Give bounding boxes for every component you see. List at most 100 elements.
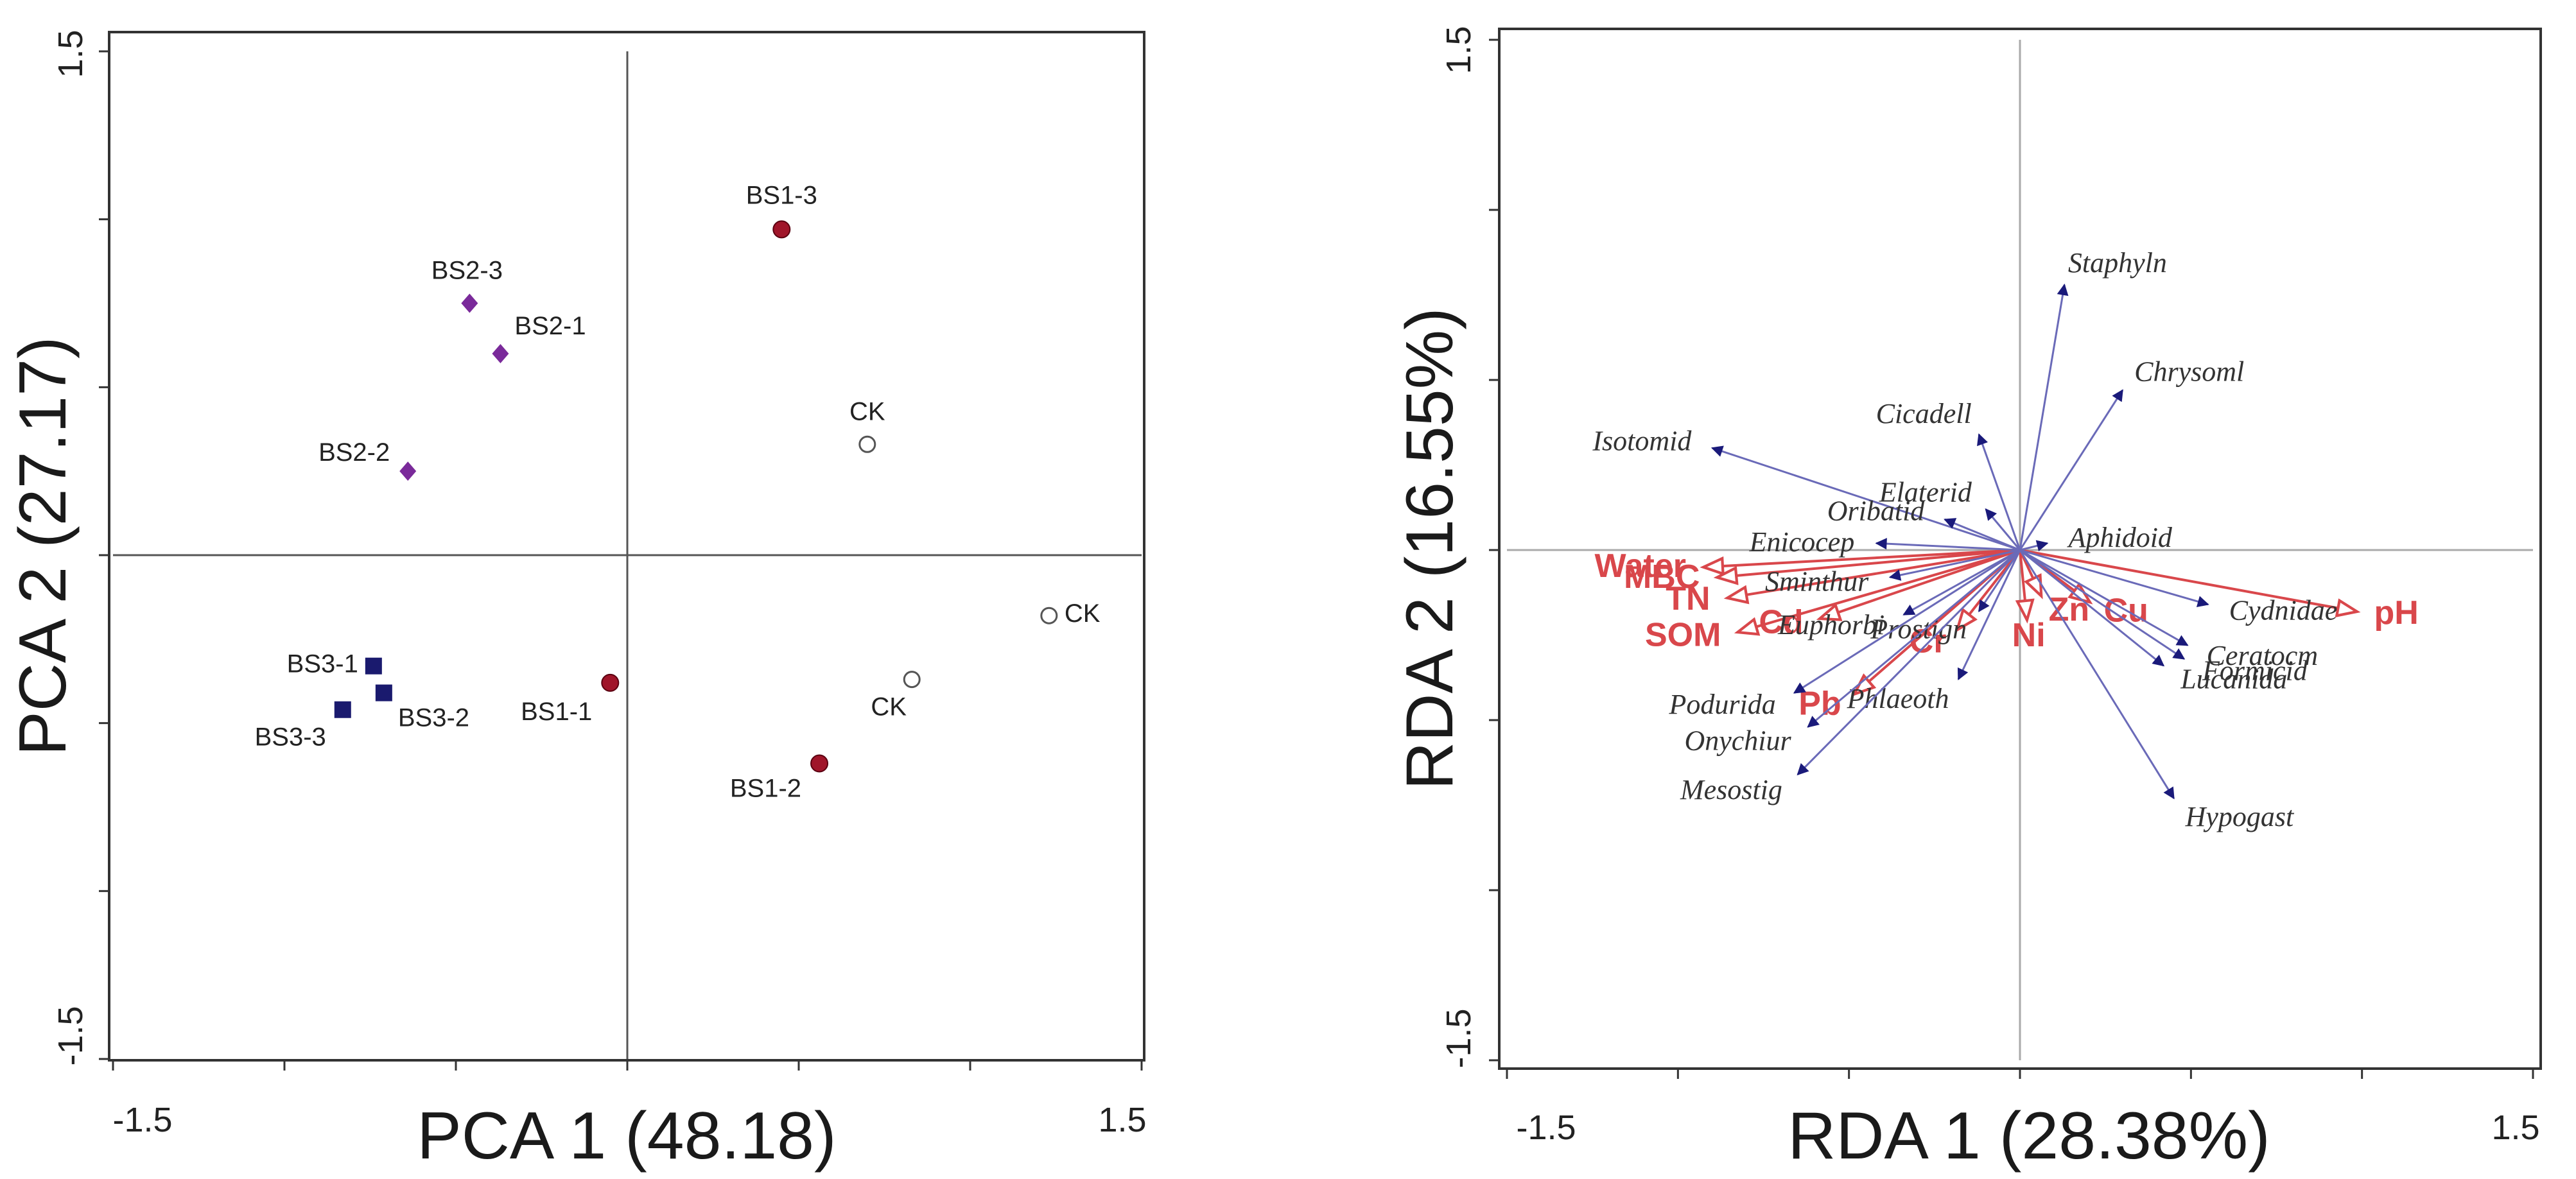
rda-species-arrow-Phlaeoth <box>1957 549 2021 681</box>
rda-species-label: Oribatid <box>1827 495 1926 526</box>
pca-point-BS3-2 <box>375 684 392 701</box>
rda-species-label: Mesostig <box>1680 774 1782 805</box>
rda-species-arrow-Elaterid <box>1985 508 2021 551</box>
rda-species-label: Formicid <box>2202 655 2308 686</box>
pca-point-BS3-3 <box>334 701 351 718</box>
rda-environment-vectors: WaterMBCTNSOMCdPbCrNiZnCupH <box>1594 547 2418 722</box>
rda-env-label: Cd <box>1759 604 1803 641</box>
rda-env-label: Ni <box>2012 617 2046 654</box>
rda-env-arrow-Water <box>1705 549 2021 567</box>
pca-point-BS3-1 <box>365 657 382 675</box>
rda-species-arrow-Formicid <box>2019 549 2186 660</box>
rda-species-arrow-Chrysoml <box>2019 389 2124 551</box>
rda-env-arrow-Zn <box>2019 549 2041 594</box>
rda-species-label: Chrysoml <box>2134 356 2244 387</box>
rda-y-tick-label-max: 1.5 <box>1440 26 1478 74</box>
pca-point-label: BS3-3 <box>255 723 326 752</box>
pca-point-CK <box>1040 607 1058 624</box>
pca-point-label: BS1-1 <box>521 698 592 726</box>
pca-point-BS2-2 <box>399 461 417 481</box>
pca-points: CK CK CK BS1-3 BS1-1 BS1-2 BS2-3 BS2-1 BS2-2 BS3-… <box>255 181 1101 802</box>
rda-env-arrow-Cr <box>1958 549 2021 628</box>
pca-point-label: BS1-3 <box>746 181 817 209</box>
rda-species-label: Elaterid <box>1879 476 1972 508</box>
pca-zero-lines <box>113 51 1142 1059</box>
rda-env-arrow-MBC <box>1719 549 2021 577</box>
rda-species-label: Onychiur <box>1684 725 1791 756</box>
pca-point-BS2-3 <box>461 293 478 313</box>
pca-point-CK <box>858 435 876 453</box>
rda-species-label: Staphyln <box>2068 247 2167 279</box>
rda-species-label: Isotomid <box>1592 425 1692 456</box>
pca-y-axis-title: PCA 2 (27.17) <box>6 336 80 755</box>
rda-species-arrow-Enicocep <box>1875 538 2021 551</box>
pca-point-BS1-1 <box>601 673 620 692</box>
rda-axis-ticks <box>1489 39 2534 1079</box>
pca-point-label: BS2-1 <box>514 312 586 340</box>
rda-species-arrow-Cydnidae <box>2019 549 2209 607</box>
rda-env-arrow-SOM <box>1739 549 2021 632</box>
pca-x-tick-label-min: -1.5 <box>112 1101 172 1139</box>
rda-env-label: Water <box>1594 547 1686 585</box>
pca-point-label: BS3-2 <box>398 704 469 732</box>
rda-species-arrow-Podurida <box>1793 549 2021 694</box>
rda-env-label: SOM <box>1645 617 1721 654</box>
rda-biplot-panel: WaterMBCTNSOMCdPbCrNiZnCupH StaphylnChry… <box>1393 26 2542 1173</box>
pca-point-CK <box>903 671 921 689</box>
pca-axis-ticks <box>99 50 1143 1071</box>
rda-species-label: Podurida <box>1668 689 1775 720</box>
pca-point-label: CK <box>1065 599 1101 628</box>
rda-x-tick-label-max: 1.5 <box>2491 1108 2539 1147</box>
rda-species-label: Cydnidae <box>2229 594 2338 626</box>
rda-species-label: Prostign <box>1870 614 1967 645</box>
rda-species-label: Lucanida <box>2180 664 2287 695</box>
rda-species-arrow-Isotomid <box>1710 445 2021 551</box>
rda-x-tick-label-min: -1.5 <box>1516 1108 1576 1147</box>
rda-species-arrow-Sminthur <box>1888 549 2021 581</box>
pca-y-tick-label-max: 1.5 <box>51 30 90 78</box>
pca-point-BS1-3 <box>772 220 791 239</box>
rda-species-arrow-Staphyln <box>2019 283 2069 551</box>
rda-species-label: Sminthur <box>1765 565 1869 597</box>
pca-point-label: CK <box>849 397 885 426</box>
rda-species-label: Cicadell <box>1876 398 1972 429</box>
pca-point-label: CK <box>871 693 907 721</box>
pca-point-BS1-2 <box>810 754 829 773</box>
rda-species-arrow-Aphidoid <box>2019 540 2049 552</box>
rda-species-arrow-Mesostig <box>1797 549 2021 776</box>
rda-species-arrow-Lucanida <box>2019 549 2165 667</box>
rda-species-arrow-Prostign <box>1978 549 2021 612</box>
rda-x-axis-title: RDA 1 (28.38%) <box>1788 1099 2270 1173</box>
rda-species-arrow-Onychiur <box>1807 549 2021 728</box>
rda-env-label: TN <box>1666 580 1710 617</box>
rda-env-arrow-TN <box>1729 549 2021 598</box>
pca-point-label: BS1-2 <box>730 774 801 802</box>
rda-species-arrow-Cicadell <box>1977 433 2021 551</box>
rda-y-axis-title: RDA 2 (16.55%) <box>1393 307 1467 789</box>
rda-species-label: Aphidoid <box>2067 522 2173 553</box>
pca-y-tick-label-min: -1.5 <box>51 1006 90 1065</box>
pca-scatter-panel: CK CK CK BS1-3 BS1-1 BS1-2 BS2-3 BS2-1 BS2-2 BS3-… <box>6 30 1147 1173</box>
rda-species-vectors: Staphyln Chrysoml Cicadell Isotomid Elaterid… <box>1592 247 2337 832</box>
rda-species-label: Euphorbi <box>1777 609 1884 641</box>
rda-species-arrow-Oribatid <box>1944 518 2021 551</box>
rda-env-arrow-pH <box>2019 549 2355 611</box>
rda-y-tick-label-min: -1.5 <box>1440 1008 1478 1068</box>
pca-point-label: BS2-3 <box>431 257 503 285</box>
rda-species-arrow-Euphorbi <box>1902 549 2021 616</box>
rda-species-arrow-Hypogast <box>2019 549 2175 800</box>
rda-species-label: Hypogast <box>2185 801 2295 832</box>
rda-env-arrow-Ni <box>2020 549 2027 618</box>
rda-env-arrow-Cd <box>1822 549 2021 618</box>
pca-x-tick-label-max: 1.5 <box>1098 1101 1146 1139</box>
pca-x-axis-title: PCA 1 (48.18) <box>417 1099 836 1173</box>
pca-point-BS2-1 <box>492 344 509 363</box>
rda-env-label: Cr <box>1910 623 1947 660</box>
rda-species-label: Enicocep <box>1749 526 1855 558</box>
rda-species-label: Ceratocm <box>2207 640 2319 671</box>
rda-env-label: MBC <box>1624 558 1700 596</box>
pca-point-label: BS2-2 <box>318 438 390 467</box>
rda-env-label: pH <box>2374 594 2419 632</box>
rda-species-arrow-Ceratocm <box>2019 549 2189 646</box>
